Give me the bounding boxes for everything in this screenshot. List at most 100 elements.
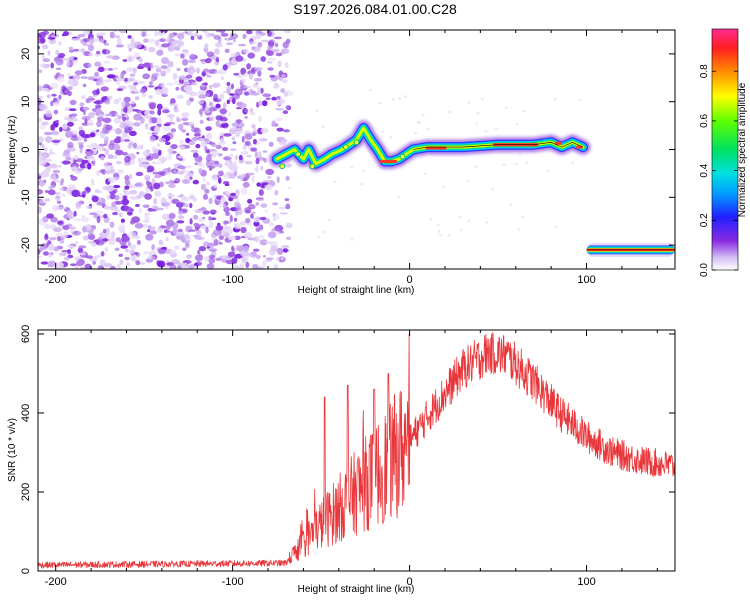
spectrogram-noise-blob xyxy=(39,104,48,111)
spectrogram-noise-blob xyxy=(71,134,78,138)
spectrogram-noise-blob xyxy=(174,53,180,57)
spectrogram-noise-blob xyxy=(170,103,179,106)
spectrogram-noise-blob xyxy=(245,218,251,224)
spectrogram-noise-blob xyxy=(51,175,57,182)
spectrogram-noise-blob xyxy=(458,216,462,219)
spectrogram-noise-blob xyxy=(265,97,271,101)
spectrogram-noise-blob xyxy=(226,81,231,87)
spectrogram-noise-blob xyxy=(554,225,558,228)
spectrogram-noise-blob xyxy=(201,84,206,88)
spectrogram-noise-blob xyxy=(115,136,121,140)
spectrogram-noise-blob xyxy=(57,236,61,242)
spectrogram-noise-blob xyxy=(193,222,200,228)
spectrogram-noise-blob xyxy=(219,116,228,122)
spectrogram-noise-blob xyxy=(109,221,115,228)
spectrogram-noise-blob xyxy=(224,160,233,167)
spectrogram-x-tick-label: -100 xyxy=(222,274,244,286)
spectrogram-noise-blob xyxy=(253,220,260,227)
spectrogram-noise-blob xyxy=(173,170,177,173)
spectrogram-noise-blob xyxy=(48,243,55,251)
spectrogram-noise-blob xyxy=(423,172,427,175)
spectrogram-noise-blob xyxy=(38,249,41,255)
spectrogram-noise-blob xyxy=(95,133,100,136)
spectrogram-noise-blob xyxy=(91,195,99,203)
spectrogram-noise-blob xyxy=(253,67,263,71)
spectrogram-noise-blob xyxy=(174,80,179,85)
spectrogram-noise-blob xyxy=(87,232,95,240)
spectrogram-noise-blob xyxy=(274,190,279,196)
spectrogram-noise-blob xyxy=(284,163,292,168)
spectrogram-noise-blob xyxy=(39,125,46,130)
spectrogram-noise-blob xyxy=(208,254,216,259)
spectrogram-noise-blob xyxy=(281,244,290,249)
spectrogram-noise-blob xyxy=(49,163,58,169)
spectrogram-noise-blob xyxy=(132,109,140,112)
spectrogram-noise-blob xyxy=(283,30,291,34)
spectrogram-noise-blob xyxy=(55,67,62,71)
spectrogram-noise-blob xyxy=(167,194,176,197)
spectrogram-noise-blob xyxy=(177,210,183,215)
spectrogram-noise-blob xyxy=(130,254,137,262)
spectrogram-noise-blob xyxy=(77,141,84,146)
spectrogram-noise-blob xyxy=(186,67,196,74)
spectrogram-noise-blob xyxy=(248,88,254,96)
spectrogram-noise-blob xyxy=(41,87,49,92)
spectrogram-noise-blob xyxy=(362,170,365,173)
spectrogram-noise-blob xyxy=(51,139,61,143)
spectrogram-noise-blob xyxy=(258,115,263,122)
spectrogram-noise-blob xyxy=(115,160,122,165)
spectrogram-noise-blob xyxy=(142,220,151,223)
spectrogram-noise-blob xyxy=(109,31,115,39)
spectrogram-noise-blob xyxy=(62,123,68,130)
spectrogram-noise-blob xyxy=(106,55,114,59)
spectrogram-noise-blob xyxy=(172,73,178,80)
spectrogram-noise-blob xyxy=(67,73,71,78)
spectrogram-noise-blob xyxy=(147,255,156,260)
spectrogram-noise-blob xyxy=(165,141,171,146)
spectrogram-noise-blob xyxy=(165,236,169,242)
spectrogram-noise-blob xyxy=(78,126,83,130)
spectrogram-noise-blob xyxy=(236,119,241,125)
spectrogram-noise-blob xyxy=(244,160,253,165)
spectrogram-noise-blob xyxy=(106,231,111,236)
spectrogram-ridge-speckle xyxy=(309,163,316,170)
spectrogram-noise-blob xyxy=(77,168,84,172)
spectrogram-noise-blob xyxy=(252,138,257,145)
spectrogram-noise-blob xyxy=(113,67,118,71)
spectrogram-noise-blob xyxy=(138,191,145,198)
spectrogram-noise-blob xyxy=(242,245,250,253)
spectrogram-noise-blob xyxy=(68,108,77,112)
spectrogram-noise-blob xyxy=(156,143,160,148)
spectrogram-noise-blob xyxy=(123,96,131,103)
spectrogram-noise-blob xyxy=(104,148,110,155)
spectrogram-noise-blob xyxy=(247,52,255,59)
spectrogram-noise-blob xyxy=(98,113,106,118)
spectrogram-noise-blob xyxy=(57,53,66,58)
spectrogram-noise-blob xyxy=(213,184,218,189)
spectrogram-noise-blob xyxy=(198,217,205,223)
spectrogram-noise-blob xyxy=(94,189,99,193)
spectrogram-noise-blob xyxy=(113,98,119,105)
spectrogram-noise-blob xyxy=(142,251,150,255)
spectrogram-noise-blob xyxy=(206,263,215,269)
spectrogram-noise-blob xyxy=(63,31,69,37)
spectrogram-noise-blob xyxy=(133,41,142,49)
spectrogram-noise-blob xyxy=(129,190,138,195)
snr-x-tick-label: 0 xyxy=(407,576,413,588)
spectrogram-noise-blob xyxy=(246,63,252,70)
spectrogram-noise-blob xyxy=(72,48,80,52)
spectrogram-noise-blob xyxy=(82,226,87,233)
spectrogram-noise-blob xyxy=(92,89,100,95)
spectrogram-noise-blob xyxy=(181,129,186,133)
spectrogram-noise-blob xyxy=(285,236,292,240)
spectrogram-noise-blob xyxy=(197,100,205,105)
spectrogram-noise-blob xyxy=(244,140,251,146)
spectrogram-noise-blob xyxy=(38,150,43,155)
spectrogram-noise-blob xyxy=(244,133,253,140)
spectrogram-noise-blob xyxy=(94,71,99,78)
spectrogram-noise-blob xyxy=(40,261,49,265)
spectrogram-noise-blob xyxy=(127,231,137,239)
spectrogram-noise-blob xyxy=(195,143,201,149)
spectrogram-noise-blob xyxy=(226,99,230,105)
spectrogram-noise-blob xyxy=(170,98,176,105)
